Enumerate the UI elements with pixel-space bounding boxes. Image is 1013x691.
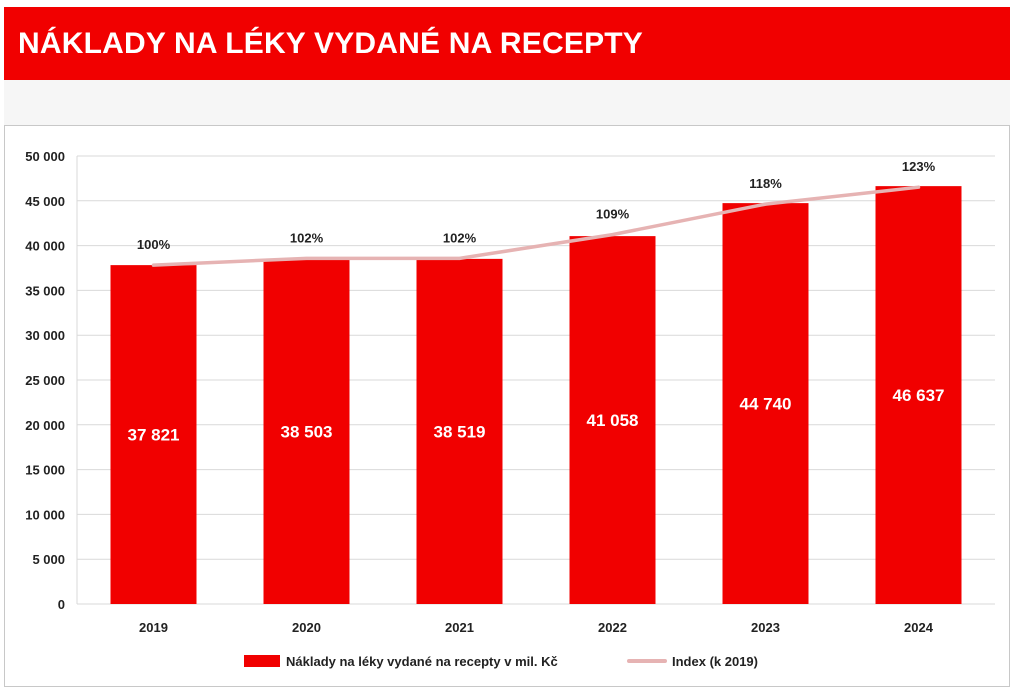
legend-label-bar: Náklady na léky vydané na recepty v mil.… — [286, 654, 558, 669]
bar-2023 — [722, 203, 809, 604]
y-tick-label: 20 000 — [25, 418, 65, 433]
index-point-label: 102% — [290, 230, 324, 245]
bar-value-label: 38 519 — [434, 422, 486, 441]
index-series-line — [151, 185, 921, 267]
x-axis-ticks: 2019 2020 2021 2022 2023 2024 — [139, 620, 934, 635]
y-tick-label: 45 000 — [25, 194, 65, 209]
bar-value-label: 44 740 — [740, 395, 792, 414]
y-axis-ticks: 0 5 000 10 000 15 000 20 000 25 000 30 000 35 0… — [25, 149, 65, 612]
bar-value-label: 38 503 — [281, 423, 333, 442]
grid-lines — [76, 155, 995, 605]
legend-swatch-bar — [244, 655, 280, 667]
bars: 37 821 38 503 38 519 41 058 44 740 46 637 — [110, 186, 962, 604]
x-tick-label: 2019 — [139, 620, 168, 635]
index-point-label: 109% — [596, 207, 630, 222]
page-title: NÁKLADY NA LÉKY VYDANÉ NA RECEPTY — [18, 26, 644, 60]
x-tick-label: 2020 — [292, 620, 321, 635]
legend: Náklady na léky vydané na recepty v mil.… — [244, 654, 758, 669]
bar-value-label: 46 637 — [893, 386, 945, 405]
bar-value-label: 37 821 — [128, 426, 180, 445]
y-tick-label: 5 000 — [32, 552, 65, 567]
y-tick-label: 15 000 — [25, 463, 65, 478]
y-tick-label: 30 000 — [25, 328, 65, 343]
y-tick-label: 35 000 — [25, 283, 65, 298]
bar-2020 — [263, 259, 350, 604]
bar-2022 — [569, 236, 656, 604]
index-line: 100% 102% 102% 109% 118% 123% — [137, 159, 936, 267]
title-banner: NÁKLADY NA LÉKY VYDANÉ NA RECEPTY — [4, 7, 1010, 80]
bar-2019 — [110, 265, 197, 604]
bar-2024 — [875, 186, 962, 604]
y-tick-label: 50 000 — [25, 149, 65, 164]
index-point-label: 123% — [902, 159, 936, 174]
chart-frame: 0 5 000 10 000 15 000 20 000 25 000 30 000 35 0… — [4, 125, 1010, 687]
header-spacer — [4, 80, 1010, 126]
x-tick-label: 2023 — [751, 620, 780, 635]
y-tick-label: 10 000 — [25, 507, 65, 522]
y-tick-label: 25 000 — [25, 373, 65, 388]
bar-value-label: 41 058 — [587, 411, 639, 430]
bar-2021 — [416, 258, 503, 604]
x-tick-label: 2022 — [598, 620, 627, 635]
x-tick-label: 2024 — [904, 620, 934, 635]
index-point-label: 100% — [137, 237, 171, 252]
y-tick-label: 40 000 — [25, 239, 65, 254]
index-point-label: 102% — [443, 230, 477, 245]
index-point-label: 118% — [749, 176, 782, 191]
y-tick-label: 0 — [58, 597, 65, 612]
x-tick-label: 2021 — [445, 620, 474, 635]
legend-label-line: Index (k 2019) — [672, 654, 758, 669]
chart-svg: 0 5 000 10 000 15 000 20 000 25 000 30 000 35 0… — [25, 149, 995, 669]
